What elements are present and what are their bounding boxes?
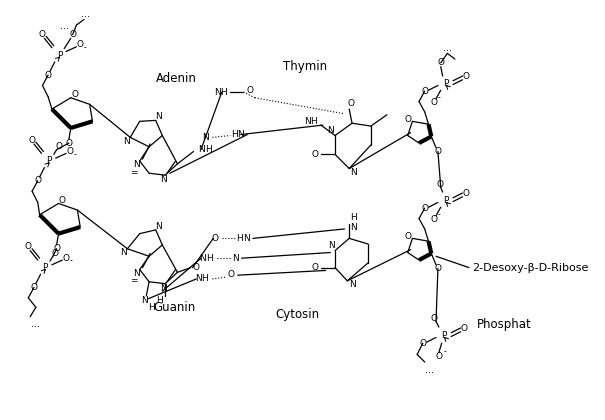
Text: O: O [404, 115, 411, 124]
Text: O: O [348, 99, 355, 108]
Text: H: H [231, 130, 237, 139]
Text: N: N [200, 254, 206, 262]
Text: O: O [463, 71, 469, 81]
Text: N: N [350, 168, 358, 177]
Text: N: N [120, 248, 127, 257]
Text: O: O [434, 264, 442, 273]
Text: O: O [421, 87, 428, 96]
Text: N: N [155, 112, 162, 121]
Text: O: O [312, 263, 319, 272]
Text: O: O [39, 30, 46, 39]
Text: H: H [310, 117, 316, 126]
Text: O: O [227, 270, 235, 279]
Text: ...: ... [82, 9, 90, 19]
Text: H: H [148, 303, 154, 312]
Text: ...: ... [60, 21, 69, 31]
Text: O: O [461, 323, 468, 333]
Text: -: - [443, 347, 446, 356]
Text: N: N [160, 176, 166, 184]
Text: Phosphat: Phosphat [477, 318, 531, 331]
Text: N: N [160, 284, 166, 293]
Text: ...: ... [31, 319, 41, 329]
Text: N: N [350, 223, 358, 231]
Text: O: O [28, 136, 36, 145]
Text: N: N [237, 130, 244, 139]
Text: O: O [404, 232, 411, 241]
Text: N: N [232, 254, 238, 262]
Text: Thymin: Thymin [283, 60, 327, 73]
Text: O: O [53, 244, 60, 253]
Text: Guanin: Guanin [153, 301, 195, 314]
Text: P: P [443, 196, 448, 205]
Text: 2-Desoxy-β-D-Ribose: 2-Desoxy-β-D-Ribose [472, 262, 588, 273]
Text: -: - [437, 93, 440, 102]
Text: P: P [57, 51, 62, 60]
Text: O: O [25, 242, 32, 251]
Text: O: O [419, 339, 427, 348]
Text: O: O [431, 215, 437, 224]
Text: O: O [312, 150, 319, 159]
Text: O: O [62, 254, 70, 262]
Text: O: O [30, 283, 38, 292]
Text: O: O [45, 71, 51, 80]
Text: -: - [83, 43, 87, 52]
Text: -: - [437, 210, 440, 219]
Text: N: N [304, 117, 311, 126]
Text: N: N [134, 269, 140, 278]
Text: O: O [434, 147, 442, 156]
Text: O: O [55, 142, 62, 151]
Text: O: O [34, 176, 41, 185]
Text: N: N [134, 160, 140, 169]
Text: P: P [47, 157, 52, 165]
Text: N: N [348, 280, 355, 289]
Text: =: = [130, 276, 138, 285]
Text: N: N [202, 133, 209, 142]
Text: ...: ... [443, 43, 452, 53]
Text: O: O [212, 234, 218, 243]
Text: N: N [198, 145, 204, 154]
Text: N: N [195, 274, 201, 284]
Text: =: = [130, 168, 138, 177]
Text: O: O [437, 58, 444, 67]
Text: Cytosin: Cytosin [275, 308, 319, 321]
Text: ...: ... [425, 365, 434, 375]
Text: O: O [463, 189, 469, 197]
Text: N: N [123, 136, 130, 146]
Text: N: N [141, 296, 148, 305]
Text: H: H [156, 296, 163, 305]
Text: O: O [71, 90, 78, 100]
Text: P: P [441, 331, 446, 340]
Text: N: N [243, 234, 250, 243]
Text: O: O [69, 30, 76, 39]
Text: O: O [431, 98, 437, 107]
Text: O: O [51, 249, 58, 258]
Text: H: H [205, 145, 212, 154]
Text: O: O [247, 86, 253, 94]
Text: O: O [431, 314, 437, 323]
Text: O: O [436, 180, 443, 189]
Text: N: N [214, 88, 220, 97]
Text: H: H [220, 88, 227, 97]
Text: P: P [42, 263, 48, 272]
Text: -: - [70, 257, 72, 265]
Text: H: H [350, 213, 358, 222]
Text: N: N [327, 126, 334, 135]
Text: Adenin: Adenin [155, 72, 197, 85]
Text: O: O [77, 40, 83, 50]
Text: H: H [237, 234, 243, 243]
Text: O: O [436, 352, 442, 361]
Text: O: O [67, 147, 73, 156]
Text: H: H [206, 254, 213, 262]
Text: N: N [155, 222, 162, 231]
Text: -: - [73, 150, 76, 159]
Text: H: H [201, 274, 208, 284]
Text: O: O [421, 204, 428, 213]
Text: O: O [65, 139, 73, 147]
Text: P: P [443, 79, 448, 88]
Text: O: O [59, 196, 66, 205]
Text: N: N [328, 241, 335, 250]
Text: O: O [193, 263, 200, 272]
